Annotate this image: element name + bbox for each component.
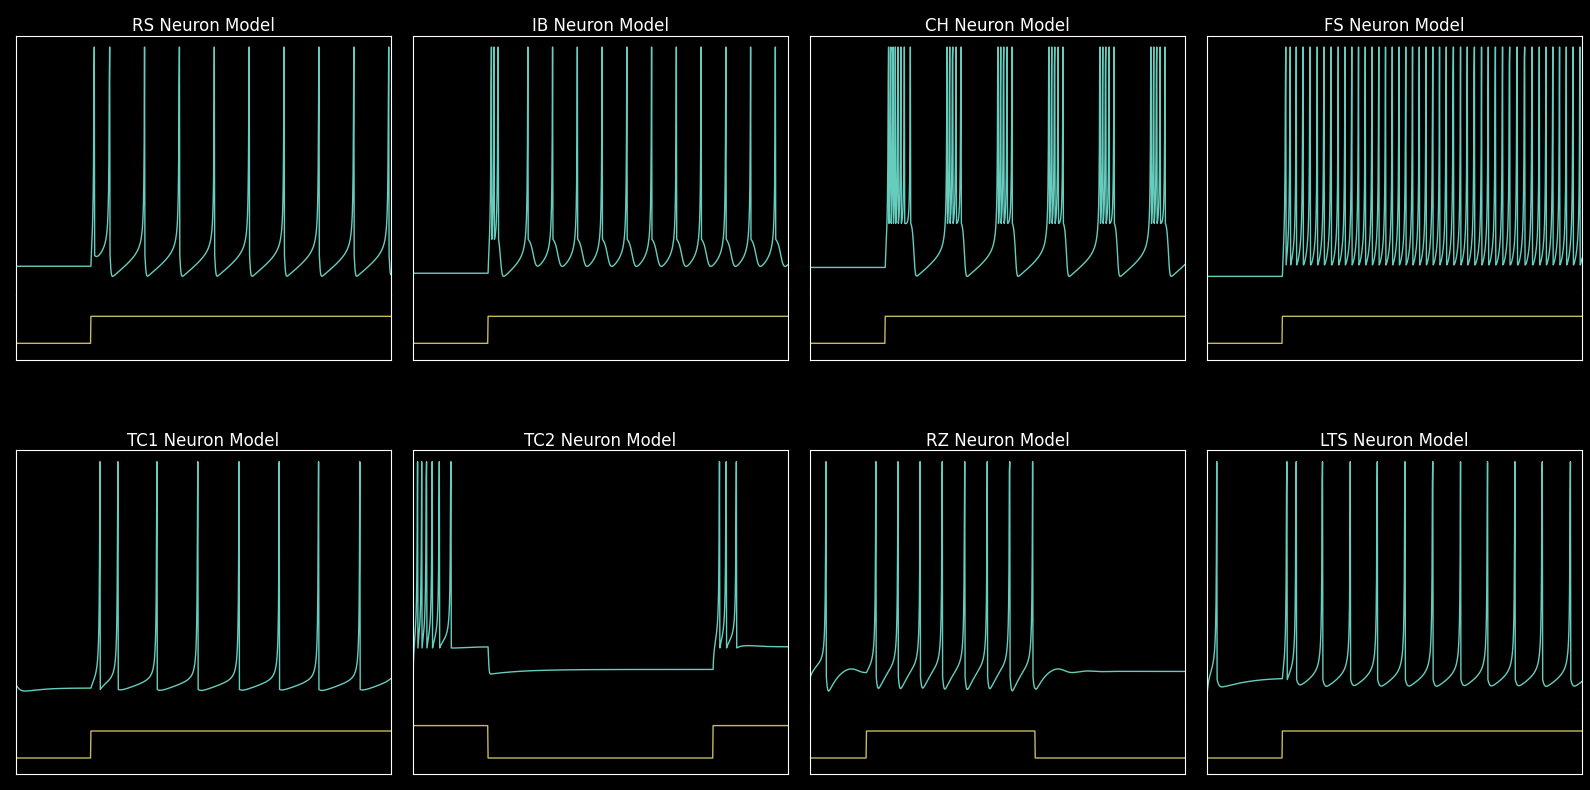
Title: LTS Neuron Model: LTS Neuron Model [1320,432,1469,450]
Title: RZ Neuron Model: RZ Neuron Model [925,432,1070,450]
Title: IB Neuron Model: IB Neuron Model [533,17,669,36]
Title: TC1 Neuron Model: TC1 Neuron Model [127,432,280,450]
Title: TC2 Neuron Model: TC2 Neuron Model [525,432,676,450]
Title: CH Neuron Model: CH Neuron Model [925,17,1070,36]
Title: RS Neuron Model: RS Neuron Model [132,17,275,36]
Title: FS Neuron Model: FS Neuron Model [1324,17,1464,36]
